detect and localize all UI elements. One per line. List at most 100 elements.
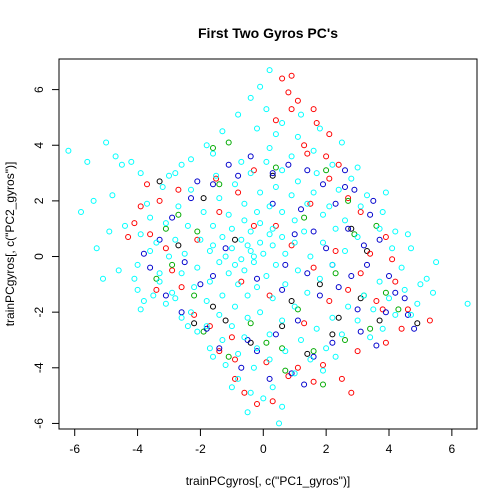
data-point bbox=[197, 281, 204, 288]
data-point bbox=[254, 284, 260, 291]
data-point bbox=[269, 200, 276, 207]
data-point bbox=[382, 289, 389, 296]
data-point bbox=[320, 181, 326, 188]
data-point bbox=[188, 195, 194, 202]
x-tick-label: 0 bbox=[260, 442, 267, 456]
data-point bbox=[169, 289, 176, 296]
data-point bbox=[137, 231, 144, 238]
data-point bbox=[188, 156, 194, 163]
data-point bbox=[178, 284, 185, 291]
data-point bbox=[323, 167, 330, 174]
data-point bbox=[247, 320, 254, 327]
data-point bbox=[213, 172, 220, 179]
data-point bbox=[257, 189, 264, 196]
data-point bbox=[272, 131, 279, 138]
data-point bbox=[398, 264, 405, 271]
data-point bbox=[162, 245, 169, 252]
data-point bbox=[238, 256, 245, 263]
data-point bbox=[288, 370, 295, 377]
data-point bbox=[225, 161, 232, 168]
data-point bbox=[222, 245, 229, 252]
data-point bbox=[225, 270, 232, 277]
data-point bbox=[426, 317, 433, 324]
data-point bbox=[131, 275, 138, 282]
data-point bbox=[357, 203, 364, 210]
data-point bbox=[162, 292, 169, 299]
data-point bbox=[93, 245, 100, 252]
data-point bbox=[241, 200, 248, 207]
data-point bbox=[310, 189, 317, 196]
y-tick-label: 6 bbox=[32, 86, 46, 93]
data-point bbox=[247, 248, 254, 254]
data-point bbox=[219, 128, 226, 135]
data-point bbox=[285, 161, 292, 168]
data-point bbox=[235, 172, 242, 179]
data-point bbox=[345, 286, 352, 293]
data-point bbox=[326, 203, 333, 210]
data-point bbox=[464, 300, 471, 307]
data-point bbox=[134, 261, 141, 268]
data-point bbox=[194, 264, 201, 271]
data-point bbox=[254, 401, 260, 407]
data-point bbox=[269, 295, 276, 302]
data-point bbox=[279, 323, 286, 330]
data-point bbox=[269, 384, 276, 391]
data-point bbox=[335, 284, 342, 291]
data-point bbox=[153, 275, 160, 282]
data-point bbox=[206, 248, 213, 254]
data-point bbox=[175, 203, 182, 210]
data-point bbox=[156, 278, 163, 285]
data-point bbox=[291, 303, 298, 310]
data-point bbox=[316, 125, 323, 132]
data-point bbox=[137, 170, 144, 177]
data-point bbox=[357, 270, 364, 277]
data-point bbox=[247, 339, 254, 346]
x-axis: -6 -4 -2 0 2 4 6 bbox=[69, 428, 456, 456]
data-point bbox=[257, 309, 264, 316]
data-point bbox=[210, 303, 216, 310]
data-point bbox=[332, 353, 339, 360]
data-point bbox=[335, 161, 342, 168]
data-point bbox=[203, 323, 210, 330]
data-point bbox=[408, 311, 414, 318]
data-point bbox=[106, 228, 113, 235]
data-point bbox=[260, 395, 267, 402]
data-point bbox=[156, 178, 163, 185]
data-point bbox=[244, 242, 251, 249]
data-point bbox=[304, 167, 311, 174]
data-point bbox=[360, 242, 367, 249]
data-point bbox=[382, 189, 389, 196]
data-point bbox=[194, 178, 201, 185]
data-point bbox=[301, 381, 308, 388]
data-point bbox=[235, 375, 242, 382]
data-point bbox=[376, 236, 383, 243]
data-point bbox=[291, 370, 298, 377]
data-point bbox=[257, 83, 264, 90]
data-point bbox=[357, 209, 364, 215]
data-point bbox=[172, 236, 179, 243]
data-point bbox=[382, 234, 389, 240]
data-point bbox=[269, 225, 276, 232]
data-point bbox=[345, 197, 352, 204]
data-point bbox=[376, 225, 383, 232]
data-point bbox=[367, 250, 374, 257]
data-point bbox=[379, 325, 386, 332]
data-point bbox=[348, 175, 355, 182]
data-point bbox=[329, 161, 336, 168]
data-point bbox=[156, 197, 163, 204]
data-point bbox=[191, 311, 198, 318]
data-point bbox=[323, 345, 330, 352]
data-point bbox=[238, 236, 245, 243]
data-point bbox=[147, 264, 154, 271]
data-point bbox=[238, 278, 245, 285]
data-point bbox=[197, 236, 204, 243]
data-point bbox=[320, 362, 326, 368]
data-point bbox=[100, 275, 106, 282]
data-point bbox=[210, 150, 216, 157]
data-point bbox=[304, 270, 311, 277]
data-point bbox=[213, 175, 220, 182]
data-point bbox=[288, 298, 295, 304]
x-tick-label: 6 bbox=[449, 442, 456, 456]
data-point bbox=[301, 214, 308, 221]
data-point bbox=[282, 348, 289, 355]
